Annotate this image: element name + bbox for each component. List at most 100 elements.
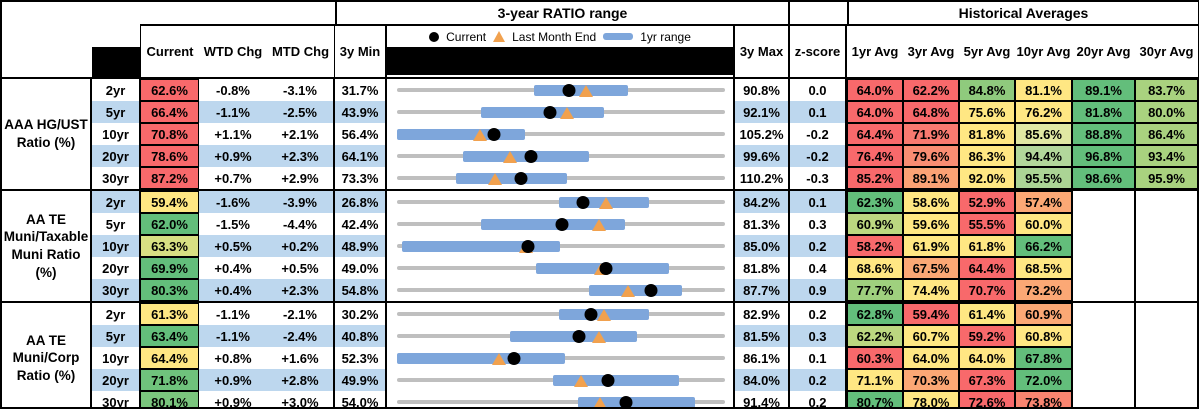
hist-avg-value: 59.6% [903, 213, 959, 235]
current-marker [524, 149, 538, 163]
range-3y-line [397, 400, 725, 404]
mtd-chg-value: -3.1% [267, 79, 335, 101]
last-month-marker [491, 352, 506, 365]
col-header-30yr-avg: 30yr Avg [1139, 44, 1194, 59]
current-value: 66.4% [140, 101, 199, 123]
range-3y-min-value: 52.3% [335, 347, 387, 369]
wtd-chg-value: -1.1% [199, 101, 267, 123]
hist-avg-value: 61.4% [959, 303, 1015, 325]
table-row: 2yr 62.6% -0.8% -3.1% 31.7% 90.8% 0.0 64.0% 62.2… [92, 79, 1198, 101]
range-3y-min-value: 49.9% [335, 369, 387, 391]
wtd-chg-value: +0.8% [214, 350, 252, 366]
header-spacer-changes [140, 2, 335, 26]
hist-avg-value: 58.2% [847, 235, 903, 257]
last-month-marker [502, 150, 517, 163]
range-3y-max-value: 81.3% [735, 213, 790, 235]
last-month-marker [560, 106, 575, 119]
hist-avg-value: 64.0% [959, 347, 1015, 369]
table-row: 30yr 87.2% +0.7% +2.9% 73.3% 110.2% -0.3 85.2% 8… [92, 167, 1198, 189]
hist-avg-value: 81.8% [1072, 101, 1135, 123]
wtd-chg-value: -0.8% [216, 82, 250, 98]
range-3y-max-value: 92.1% [735, 101, 790, 123]
range-3y-max-value: 99.6% [735, 145, 790, 167]
wtd-chg-value: -1.1% [199, 325, 267, 347]
range-1y-bar [401, 240, 560, 252]
hist-avg-value: 61.9% [903, 235, 959, 257]
range-chart-cell [387, 145, 735, 167]
range-3y-line [397, 244, 725, 248]
tenor-label: 20yr [92, 369, 140, 391]
range-3y-min-value: 43.9% [335, 101, 387, 123]
hist-avg-value: 64.4% [847, 123, 903, 145]
col-header-3yr-avg: 3yr Avg [907, 44, 955, 59]
group-rows: 2yr 59.4% -1.6% -3.9% 26.8% 84.2% 0.1 62.3% 58.6… [92, 191, 1198, 301]
hist-avg-value: 93.4% [1135, 145, 1198, 167]
hist-avg-value [1072, 369, 1135, 391]
hist-avg-value: 79.6% [903, 145, 959, 167]
hist-avg-value: 59.4% [903, 303, 959, 325]
wtd-chg-value: +0.9% [199, 145, 267, 167]
mtd-chg-value: +3.0% [267, 391, 335, 407]
group-label-line: AAA HG/UST [4, 117, 88, 133]
last-month-marker [472, 128, 487, 141]
hist-avg-value [1072, 257, 1135, 279]
tenor-header [92, 26, 140, 77]
table-row: 20yr 69.9% +0.4% +0.5% 49.0% 81.8% 0.4 68.6% 67.… [92, 257, 1198, 279]
range-chart-cell [387, 325, 735, 347]
hist-avg-value: 52.9% [959, 191, 1015, 213]
hist-avg-value: 60.9% [847, 213, 903, 235]
current-value: 69.9% [140, 257, 199, 279]
current-marker [576, 195, 590, 209]
group-label-line: AA TE [26, 211, 66, 227]
z-score-value: 0.4 [790, 257, 847, 279]
wtd-chg-value: +0.4% [214, 260, 252, 276]
hist-avg-value: 67.5% [903, 257, 959, 279]
col-header-1yr-avg: 1yr Avg [851, 44, 899, 59]
hist-avg-value [1135, 257, 1198, 279]
hist-avg-value: 61.8% [959, 235, 1015, 257]
range-chart-cell [387, 369, 735, 391]
hist-avg-value: 64.8% [903, 101, 959, 123]
range-3y-min-value: 42.4% [335, 213, 387, 235]
hist-avg-value [1135, 369, 1198, 391]
hist-avg-value: 67.3% [959, 369, 1015, 391]
legend-range-label: 1yr range [640, 29, 691, 44]
table-row: 2yr 61.3% -1.1% -2.1% 30.2% 82.9% 0.2 62.8% 59.4… [92, 303, 1198, 325]
hist-avg-value: 55.5% [959, 213, 1015, 235]
table-row: 5yr 62.0% -1.5% -4.4% 42.4% 81.3% 0.3 60.9% 59.6… [92, 213, 1198, 235]
current-value: 62.0% [140, 213, 199, 235]
range-3y-max-value: 85.0% [735, 235, 790, 257]
range-3y-max-value: 84.2% [735, 191, 790, 213]
range-3y-min-value: 48.9% [335, 235, 387, 257]
range-3y-max-value: 110.2% [735, 167, 790, 189]
hist-avg-value: 68.5% [1015, 257, 1072, 279]
chart-header-cell: Current Last Month End 1yr range [387, 26, 735, 77]
hist-avg-value [1135, 325, 1198, 347]
column-header-row: Current WTD Chg MTD Chg 3y Min Current L… [2, 26, 1198, 79]
current-value: 80.3% [140, 279, 199, 301]
hist-avg-value: 72.6% [959, 391, 1015, 407]
tenor-label: 5yr [92, 213, 140, 235]
wtd-chg-value: +0.4% [199, 279, 267, 301]
hist-avg-value [1135, 213, 1198, 235]
hist-avg-value: 60.3% [847, 347, 903, 369]
range-chart-cell [387, 235, 735, 257]
group-label-line: Ratio (%) [16, 135, 76, 150]
current-marker [487, 127, 501, 141]
range-1y-bar [480, 106, 604, 118]
current-marker [584, 307, 598, 321]
current-value: 78.6% [140, 145, 199, 167]
hist-avg-value: 57.4% [1015, 191, 1072, 213]
range-3y-min-value: 49.0% [335, 257, 387, 279]
table-row: 10yr 63.3% +0.5% +0.2% 48.9% 85.0% 0.2 58.2% 61.… [92, 235, 1198, 257]
range-chart-cell [387, 347, 735, 369]
mtd-chg-value: -2.1% [267, 303, 335, 325]
hist-avg-value: 85.2% [847, 167, 903, 189]
current-value: 63.3% [140, 235, 199, 257]
wtd-chg-value: +0.7% [214, 170, 252, 186]
range-3y-max-value: 86.1% [735, 347, 790, 369]
hist-avg-value [1135, 391, 1198, 407]
wtd-chg-value: +1.1% [214, 126, 252, 142]
col-header-z-score: z-score [790, 26, 847, 77]
group-rows: 2yr 61.3% -1.1% -2.1% 30.2% 82.9% 0.2 62.8% 59.4… [92, 303, 1198, 407]
